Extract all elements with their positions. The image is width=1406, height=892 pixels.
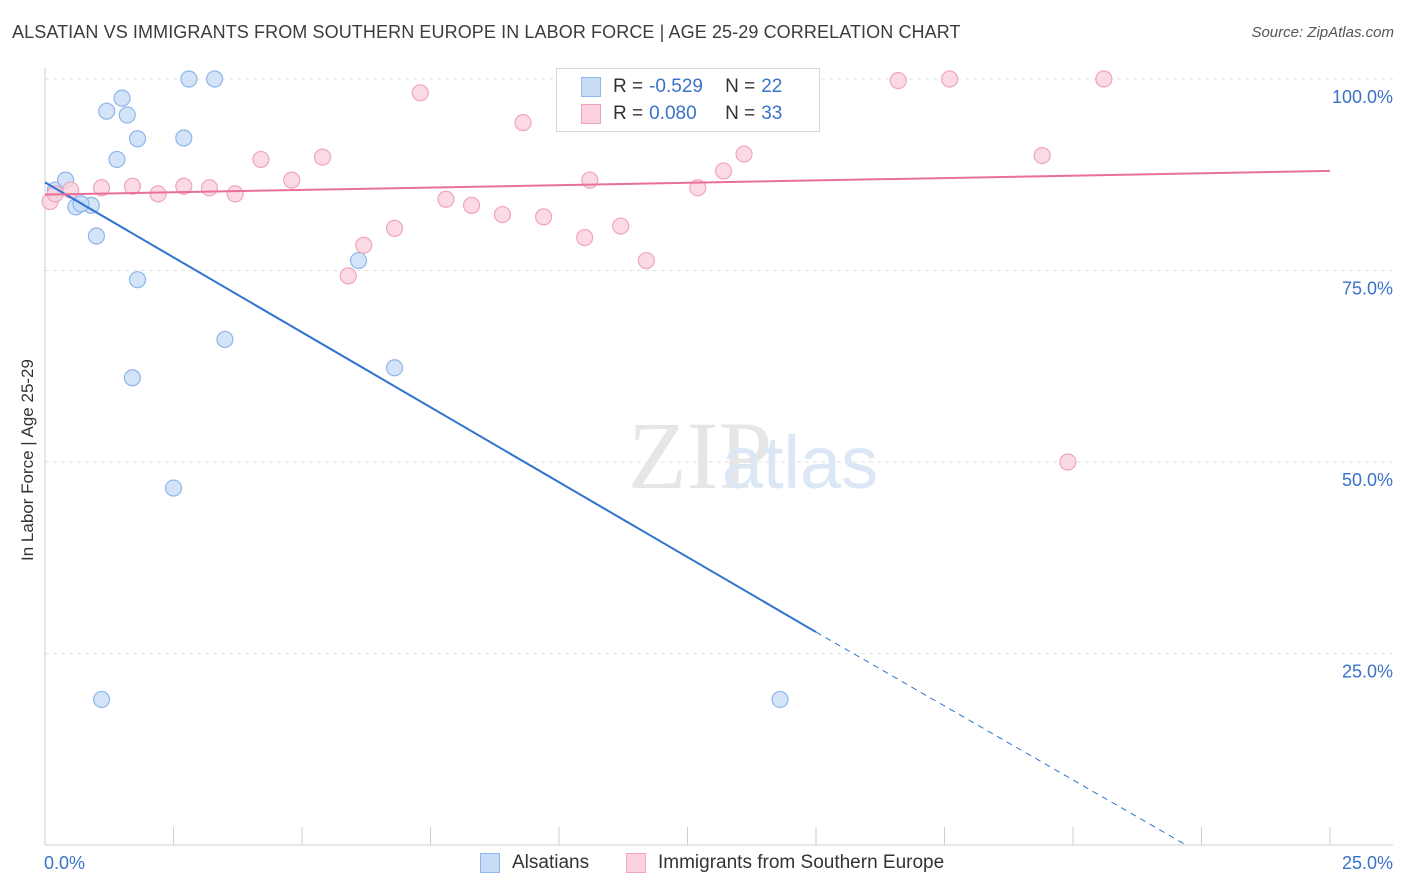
legend-row-alsatians: R = -0.529 N = 22 [581,74,782,100]
alsatians-point [113,89,131,107]
immigrants-point [514,114,532,132]
alsatians-point [349,251,368,270]
grid-lines [45,78,1393,654]
alsatians-point [175,129,193,147]
immigrants-point [92,179,111,197]
data-points [41,70,1113,709]
immigrants-point [149,185,167,203]
stats-legend: R = -0.529 N = 22 R = 0.080 N = 33 [556,68,820,132]
immigrants-point [385,219,404,237]
legend-label-alsatians: Alsatians [512,852,590,873]
n-label: N = [725,103,756,124]
alsatians-swatch [581,77,601,97]
watermark: ZIP atlas [628,402,878,509]
alsatians-trend-extension [815,631,1187,846]
y-tick-label: 25.0% [1342,662,1393,682]
immigrants-point [889,71,907,90]
immigrants-point [1033,147,1051,165]
r-label: R = [613,76,644,97]
immigrants-swatch [581,104,601,124]
series-legend: Alsatians Immigrants from Southern Europ… [0,852,1406,878]
immigrants-point [411,84,429,102]
trend-lines [44,169,1331,846]
immigrants-point [941,70,959,88]
immigrants-trend-line [44,169,1331,196]
alsatians-point [128,271,147,289]
axes [44,68,1393,846]
immigrants-point [283,171,301,189]
alsatians-point [385,359,404,377]
immigrants-point [735,145,753,163]
alsatians-point [216,330,234,349]
immigrants-point [252,150,270,169]
alsatians-point [206,70,224,88]
immigrants-point [200,179,219,197]
immigrants-point [62,181,80,199]
watermark-atlas: atlas [722,421,878,504]
legend-label-immigrants: Immigrants from Southern Europe [658,852,945,873]
alsatians-trend-line [44,181,817,633]
n-value: 22 [761,76,783,97]
legend-item-alsatians[interactable]: Alsatians [480,852,589,874]
immigrants-point [355,236,373,254]
immigrants-point [226,185,244,203]
immigrants-point [493,205,512,224]
alsatians-point [87,227,106,245]
immigrants-point [339,267,357,285]
n-value: 33 [761,103,783,124]
alsatians-point [118,106,136,124]
r-label: R = [613,103,644,124]
r-value: 0.080 [649,103,697,124]
immigrants-point [175,177,193,195]
watermark-zip: ZIP [628,402,772,509]
alsatians-point [128,130,147,148]
alsatians-point [771,690,789,709]
immigrants-point [313,148,332,166]
alsatians-point [180,70,198,88]
immigrants-point [637,251,655,270]
y-tick-label: 50.0% [1342,470,1393,490]
immigrants-point [463,196,481,214]
immigrants-legend-swatch [626,853,646,873]
immigrants-point [1059,453,1077,471]
legend-item-immigrants[interactable]: Immigrants from Southern Europe [626,852,944,874]
immigrants-point [689,179,707,197]
immigrants-point [437,190,455,208]
y-tick-label: 75.0% [1342,279,1393,299]
immigrants-point [1095,70,1113,88]
alsatians-point [123,369,141,387]
x-tick-label: 0.0% [44,853,85,873]
chart-title: ALSATIAN VS IMMIGRANTS FROM SOUTHERN EUR… [12,22,961,42]
tick-labels: 25.0% 50.0% 75.0% 100.0% 0.0% 25.0% [44,87,1393,873]
immigrants-point [534,208,553,226]
n-label: N = [725,76,756,97]
immigrants-point [576,228,594,247]
r-value: -0.529 [649,76,703,97]
x-tick-label: 25.0% [1342,853,1393,873]
immigrants-point [123,177,141,195]
alsatians-point [108,150,126,169]
immigrants-point [714,162,733,180]
chart-source: Source: ZipAtlas.com [1251,24,1394,41]
alsatians-point [98,102,116,120]
immigrants-point [612,217,630,235]
alsatians-point [164,479,183,497]
legend-row-immigrants: R = 0.080 N = 33 [581,101,782,127]
immigrants-point [581,171,599,189]
y-tick-label: 100.0% [1332,87,1393,107]
alsatians-point [92,690,111,709]
alsatians-legend-swatch [480,853,500,873]
